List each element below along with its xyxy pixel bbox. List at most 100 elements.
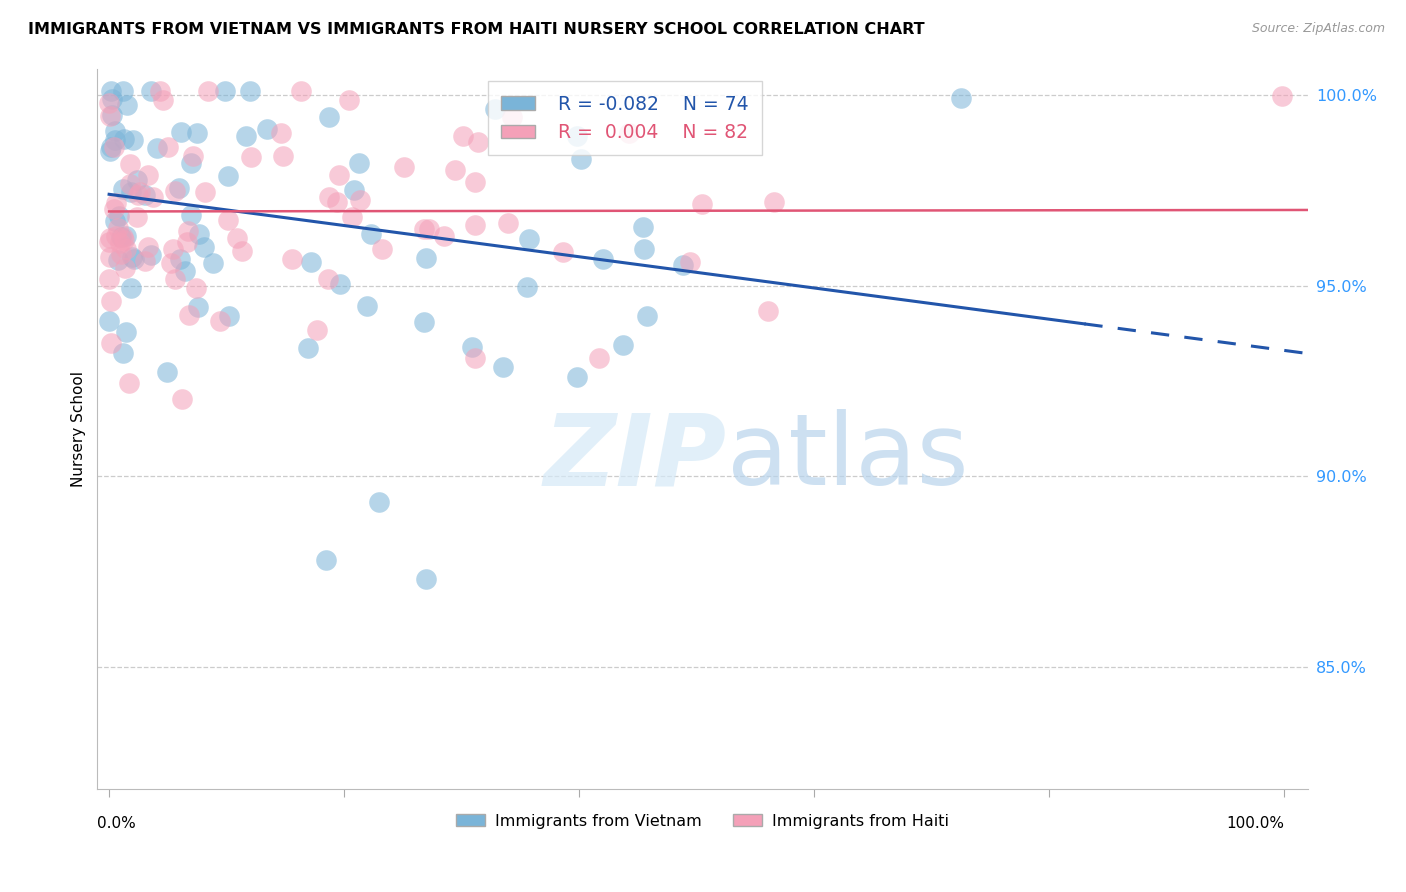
- Point: [127, 210, 149, 224]
- Point: [297, 341, 319, 355]
- Point: [157, 139, 180, 153]
- Point: [290, 84, 312, 98]
- Point: [281, 252, 304, 266]
- Point: [316, 272, 339, 286]
- Point: [100, 335, 122, 350]
- Point: [105, 229, 128, 244]
- Text: ZIP: ZIP: [544, 409, 727, 506]
- Text: Source: ZipAtlas.com: Source: ZipAtlas.com: [1251, 22, 1385, 36]
- Point: [347, 155, 370, 169]
- Point: [100, 294, 122, 309]
- Point: [181, 148, 204, 162]
- Point: [112, 233, 135, 247]
- Point: [121, 251, 143, 265]
- Point: [501, 110, 523, 124]
- Point: [461, 340, 484, 354]
- Point: [112, 84, 135, 98]
- Point: [100, 92, 122, 106]
- Point: [464, 175, 486, 189]
- Point: [167, 181, 190, 195]
- Point: [104, 214, 127, 228]
- Point: [108, 235, 131, 250]
- Point: [98, 250, 121, 264]
- Point: [177, 224, 200, 238]
- Point: [188, 227, 211, 242]
- Point: [152, 93, 174, 107]
- Point: [160, 256, 183, 270]
- Point: [146, 140, 169, 154]
- Point: [569, 153, 592, 167]
- Point: [186, 281, 208, 295]
- Point: [202, 256, 225, 270]
- Point: [107, 220, 129, 235]
- Point: [443, 162, 465, 177]
- Point: [134, 253, 156, 268]
- Point: [636, 309, 658, 323]
- Point: [104, 195, 127, 210]
- Point: [413, 222, 436, 236]
- Point: [134, 188, 156, 202]
- Point: [118, 376, 141, 390]
- Point: [112, 230, 135, 244]
- Point: [328, 168, 350, 182]
- Point: [104, 124, 127, 138]
- Point: [173, 264, 195, 278]
- Point: [98, 231, 121, 245]
- Point: [170, 125, 193, 139]
- Point: [342, 210, 364, 224]
- Point: [218, 309, 240, 323]
- Point: [120, 178, 142, 192]
- Point: [271, 149, 294, 163]
- Point: [329, 277, 352, 292]
- Point: [617, 126, 640, 140]
- Point: [226, 231, 249, 245]
- Point: [516, 279, 538, 293]
- Point: [180, 156, 202, 170]
- Point: [139, 247, 162, 261]
- Point: [484, 102, 506, 116]
- Point: [633, 219, 655, 234]
- Point: [492, 359, 515, 374]
- Point: [270, 126, 292, 140]
- Point: [103, 202, 125, 217]
- Point: [112, 345, 135, 359]
- Point: [120, 280, 142, 294]
- Point: [433, 229, 456, 244]
- Point: [118, 157, 141, 171]
- Point: [180, 208, 202, 222]
- Point: [318, 110, 340, 124]
- Legend: Immigrants from Vietnam, Immigrants from Haiti: Immigrants from Vietnam, Immigrants from…: [450, 807, 955, 835]
- Point: [299, 254, 322, 268]
- Point: [949, 91, 972, 105]
- Point: [117, 98, 139, 112]
- Point: [101, 108, 124, 122]
- Point: [394, 161, 416, 175]
- Point: [115, 325, 138, 339]
- Text: 0.0%: 0.0%: [97, 815, 136, 830]
- Point: [120, 185, 142, 199]
- Point: [110, 247, 132, 261]
- Point: [371, 242, 394, 256]
- Point: [100, 109, 122, 123]
- Point: [318, 190, 340, 204]
- Point: [337, 93, 360, 107]
- Point: [125, 173, 148, 187]
- Point: [197, 84, 219, 98]
- Point: [163, 272, 186, 286]
- Point: [136, 240, 159, 254]
- Point: [100, 139, 122, 153]
- Point: [565, 128, 588, 143]
- Point: [368, 495, 391, 509]
- Point: [217, 169, 239, 183]
- Point: [418, 222, 440, 236]
- Point: [170, 392, 193, 406]
- Point: [325, 195, 347, 210]
- Point: [349, 194, 371, 208]
- Point: [122, 252, 145, 266]
- Point: [756, 304, 779, 318]
- Point: [108, 209, 131, 223]
- Point: [1271, 89, 1294, 103]
- Point: [98, 145, 121, 159]
- Point: [169, 252, 191, 267]
- Point: [111, 182, 134, 196]
